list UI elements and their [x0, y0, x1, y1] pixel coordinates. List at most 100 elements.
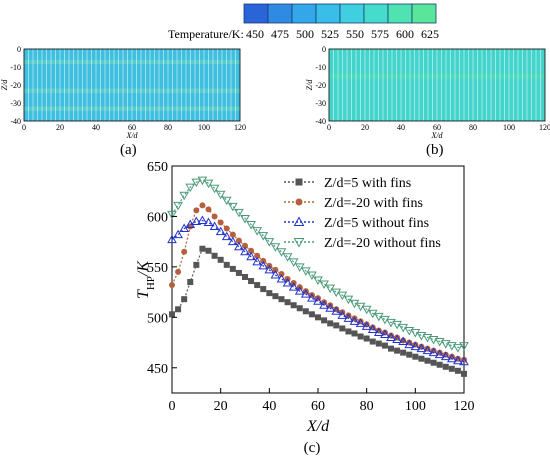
data-point: [315, 314, 321, 320]
map-x-tick-label: 20: [361, 123, 369, 132]
colorbar-cell: [364, 4, 388, 23]
data-point: [364, 336, 370, 342]
map-x-tick-label: 100: [503, 123, 515, 132]
data-point: [169, 282, 175, 288]
panel-label-c: (c): [304, 440, 321, 456]
colorbar-tick-label: 575: [371, 27, 389, 41]
data-point: [260, 258, 266, 264]
map-y-tick-label: 0: [17, 45, 21, 54]
data-point: [358, 334, 364, 340]
data-point: [296, 199, 303, 206]
data-point: [455, 368, 461, 374]
map-x-tick-label: 100: [198, 123, 210, 132]
colorbar-cell: [292, 4, 316, 23]
data-point: [180, 192, 188, 199]
data-point: [175, 269, 181, 275]
map-y-tick-label: -40: [10, 117, 21, 126]
x-tick-label: 80: [360, 399, 374, 414]
map-y-axis-label: Z/d: [305, 79, 314, 91]
data-point: [376, 341, 382, 347]
data-point: [187, 279, 193, 285]
data-point: [206, 248, 212, 254]
legend-label: Z/d=5 without fins: [324, 216, 429, 231]
y-axis-label-sub: HP: [145, 276, 157, 290]
data-point: [218, 257, 224, 263]
colorbar-cell: [340, 4, 364, 23]
y-axis-label-tail: /K: [135, 260, 152, 277]
colorbar-tick-label: 525: [321, 27, 339, 41]
map-x-tick-label: 0: [327, 123, 331, 132]
colorbar-cell: [244, 4, 268, 23]
map-x-tick-label: 120: [234, 123, 246, 132]
data-point: [352, 330, 358, 336]
x-tick-label: 0: [169, 399, 176, 414]
data-point: [461, 371, 467, 377]
map-y-tick-label: 0: [322, 45, 326, 54]
map-y-tick-label: -30: [315, 99, 326, 108]
data-point: [443, 364, 449, 370]
data-point: [431, 360, 437, 366]
data-point: [295, 239, 304, 247]
legend-item: Z/d=-20 without fins: [284, 236, 441, 251]
x-tick-label: 40: [262, 399, 276, 414]
colorbar-cell: [316, 4, 340, 23]
panel-label-b: (b): [426, 142, 444, 158]
line-chart: 0 20 40 60 80 100 120 450 500 550 600 650 Z/d=5 wi…: [135, 160, 475, 456]
data-point: [437, 362, 443, 368]
data-point: [345, 328, 351, 334]
legend-item: Z/d=5 without fins: [284, 216, 429, 231]
data-point: [181, 296, 187, 302]
map-x-tick-label: 40: [397, 123, 405, 132]
data-point: [382, 343, 388, 349]
data-point: [412, 354, 418, 360]
map-y-tick-label: -20: [10, 81, 21, 90]
data-point: [297, 305, 303, 311]
data-point: [175, 306, 181, 312]
data-point: [242, 274, 248, 280]
colorbar-cell: [388, 4, 412, 23]
map-x-tick-label: 120: [539, 123, 550, 132]
series-4: [168, 177, 468, 351]
legend-label: Z/d=-20 without fins: [324, 236, 441, 251]
data-point: [224, 226, 230, 232]
data-point: [199, 246, 205, 252]
data-point: [206, 206, 212, 212]
data-point: [169, 311, 175, 317]
data-point: [193, 262, 199, 268]
x-tick-label: 100: [405, 399, 426, 414]
data-point: [425, 358, 431, 364]
data-point: [260, 286, 266, 292]
data-point: [303, 308, 309, 314]
map-y-tick-label: -20: [315, 81, 326, 90]
colorbar-tick-label: 600: [396, 27, 414, 41]
data-point: [181, 249, 187, 255]
colorbar-tick-label: 625: [421, 27, 439, 41]
legend-label: Z/d=5 with fins: [324, 176, 411, 191]
legend-label: Z/d=-20 with fins: [324, 196, 423, 211]
colorbar-cell: [412, 4, 436, 23]
legend-item: Z/d=5 with fins: [284, 176, 411, 191]
data-point: [333, 322, 339, 328]
y-tick-label: 450: [147, 362, 168, 377]
data-point: [266, 290, 272, 296]
map-x-tick-label: 40: [92, 123, 100, 132]
data-point: [174, 202, 182, 209]
contour-map-b: 0 20 40 60 80 100 120 0 -10 -20 -30 -40 X/d Z/d: [305, 45, 550, 140]
series-1: [169, 246, 467, 377]
data-point: [248, 278, 254, 284]
colorbar-tick-label: 450: [246, 27, 264, 41]
data-point: [388, 346, 394, 352]
data-point: [406, 352, 412, 358]
legend: Z/d=5 with fins Z/d=-20 with fins Z/d=5 wi…: [284, 176, 441, 251]
data-point: [321, 317, 327, 323]
data-point: [199, 202, 205, 208]
data-point: [418, 356, 424, 362]
map-x-tick-label: 0: [22, 123, 26, 132]
data-point: [285, 299, 291, 305]
legend-item: Z/d=-20 with fins: [284, 196, 423, 211]
data-point: [224, 262, 230, 268]
data-point: [279, 296, 285, 302]
x-tick-label: 60: [311, 399, 325, 414]
map-x-tick-label: 20: [56, 123, 64, 132]
colorbar-cell: [268, 4, 292, 23]
